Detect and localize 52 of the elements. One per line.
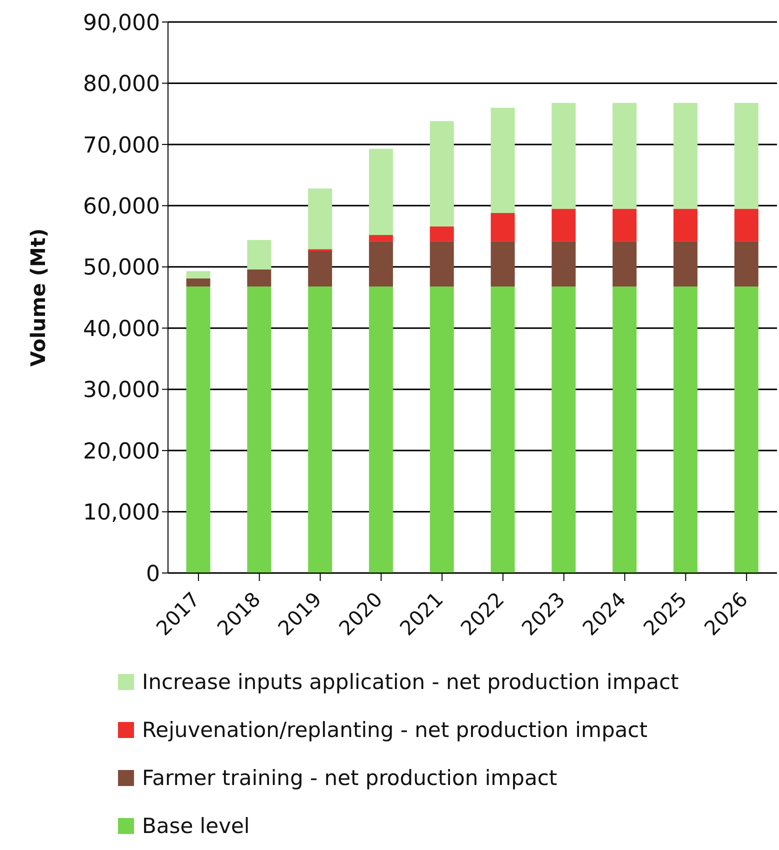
bar bbox=[368, 235, 393, 242]
bar bbox=[247, 240, 272, 270]
bar bbox=[186, 286, 210, 573]
y-tick-label: 40,000 bbox=[83, 316, 160, 342]
bar bbox=[552, 241, 576, 286]
legend-label: Base level bbox=[142, 814, 250, 838]
y-tick-label: 80,000 bbox=[83, 72, 160, 98]
y-tick-label: 10,000 bbox=[83, 500, 160, 526]
bar bbox=[430, 286, 454, 573]
bar bbox=[552, 208, 576, 242]
bar bbox=[186, 271, 210, 279]
bar bbox=[734, 286, 758, 573]
bar bbox=[490, 213, 515, 242]
bar bbox=[673, 102, 698, 209]
bar bbox=[612, 208, 637, 242]
y-tick-label: 60,000 bbox=[83, 194, 160, 220]
bar bbox=[734, 208, 758, 242]
bar bbox=[552, 102, 576, 209]
bar bbox=[368, 148, 393, 236]
bar bbox=[368, 286, 393, 573]
bar bbox=[368, 241, 393, 286]
bar bbox=[430, 226, 454, 242]
bar bbox=[308, 286, 332, 573]
bar bbox=[308, 250, 332, 286]
bar bbox=[612, 241, 637, 286]
legend-label: Increase inputs application - net production impact bbox=[142, 670, 679, 694]
y-tick-label: 30,000 bbox=[83, 378, 160, 404]
legend-label: Rejuvenation/replanting - net production impact bbox=[142, 718, 648, 742]
bar bbox=[430, 241, 454, 286]
bar bbox=[673, 208, 698, 242]
bar bbox=[308, 188, 332, 250]
bar bbox=[673, 286, 698, 573]
y-tick-label: 0 bbox=[146, 562, 160, 587]
y-tick-label: 20,000 bbox=[83, 439, 160, 464]
bar bbox=[552, 286, 576, 573]
bar bbox=[490, 241, 515, 286]
bar bbox=[734, 102, 758, 209]
bar bbox=[247, 286, 272, 573]
bar bbox=[612, 286, 637, 573]
bar bbox=[673, 241, 698, 286]
bar bbox=[490, 286, 515, 573]
y-tick-label: 90,000 bbox=[83, 10, 160, 36]
y-axis-title: Volume (Mt) bbox=[26, 228, 50, 367]
bar bbox=[612, 102, 637, 209]
bar bbox=[430, 121, 454, 226]
bar bbox=[734, 241, 758, 286]
bar bbox=[247, 269, 272, 286]
bar bbox=[490, 108, 515, 214]
y-tick-label: 70,000 bbox=[83, 133, 160, 158]
legend-label: Farmer training - net production impact bbox=[142, 766, 558, 790]
bar bbox=[186, 278, 210, 286]
y-tick-label: 50,000 bbox=[83, 256, 160, 281]
